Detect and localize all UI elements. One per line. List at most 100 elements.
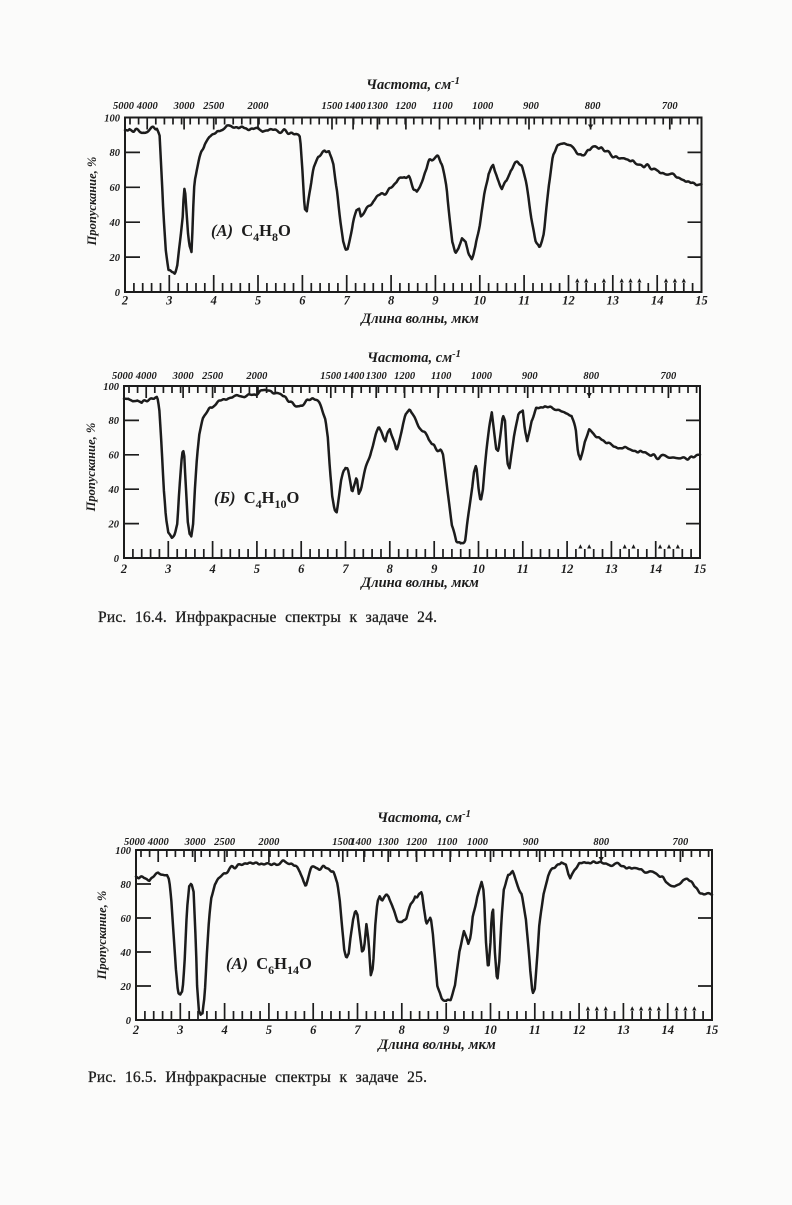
svg-text:4000: 4000 <box>147 837 170 848</box>
svg-text:1100: 1100 <box>437 837 458 848</box>
svg-text:100: 100 <box>104 113 121 124</box>
svg-text:800: 800 <box>585 101 602 112</box>
svg-text:700: 700 <box>661 371 678 382</box>
svg-text:12: 12 <box>561 562 574 576</box>
svg-text:700: 700 <box>662 101 679 112</box>
svg-text:80: 80 <box>109 416 120 427</box>
svg-text:6: 6 <box>310 1023 317 1037</box>
svg-text:1400: 1400 <box>343 371 365 382</box>
svg-text:800: 800 <box>583 371 600 382</box>
svg-text:2000: 2000 <box>247 101 270 112</box>
svg-text:7: 7 <box>354 1023 361 1037</box>
svg-text:80: 80 <box>121 880 132 891</box>
svg-text:6: 6 <box>299 294 306 308</box>
svg-text:1100: 1100 <box>431 371 452 382</box>
svg-text:0: 0 <box>114 554 120 565</box>
svg-text:1400: 1400 <box>345 101 367 112</box>
svg-text:15: 15 <box>694 562 707 576</box>
svg-text:800: 800 <box>593 837 610 848</box>
svg-text:12: 12 <box>562 294 575 308</box>
svg-text:5: 5 <box>255 294 261 308</box>
svg-text:13: 13 <box>605 562 618 576</box>
svg-text:20: 20 <box>120 982 132 993</box>
svg-text:Частота, см-1: Частота, см-1 <box>366 76 460 93</box>
svg-text:900: 900 <box>523 101 540 112</box>
svg-text:4000: 4000 <box>136 101 159 112</box>
svg-text:1200: 1200 <box>395 101 417 112</box>
svg-text:9: 9 <box>443 1023 450 1037</box>
svg-text:14: 14 <box>649 562 662 576</box>
svg-text:1300: 1300 <box>367 101 389 112</box>
svg-text:2500: 2500 <box>213 837 236 848</box>
svg-text:0: 0 <box>126 1016 132 1027</box>
svg-text:Пропускание, %: Пропускание, % <box>85 157 99 247</box>
svg-text:2500: 2500 <box>202 101 225 112</box>
svg-text:Рис. 16.4. Инфракрасные спектр: Рис. 16.4. Инфракрасные спектры к задаче… <box>98 609 437 626</box>
svg-text:900: 900 <box>522 371 539 382</box>
svg-text:9: 9 <box>431 562 438 576</box>
svg-text:2000: 2000 <box>245 371 268 382</box>
svg-text:11: 11 <box>529 1023 541 1037</box>
svg-text:0: 0 <box>115 288 121 299</box>
svg-text:3: 3 <box>164 562 171 576</box>
svg-text:10: 10 <box>474 294 487 308</box>
svg-text:1300: 1300 <box>378 837 400 848</box>
svg-text:9: 9 <box>432 294 439 308</box>
svg-text:(Б) С4Н10О: (Б) С4Н10О <box>214 488 300 511</box>
svg-text:14: 14 <box>651 294 664 308</box>
svg-text:40: 40 <box>108 485 120 496</box>
svg-text:11: 11 <box>517 562 529 576</box>
svg-text:4: 4 <box>220 1023 227 1037</box>
svg-text:5000: 5000 <box>124 837 146 848</box>
svg-text:80: 80 <box>110 148 121 159</box>
svg-text:(А) С6Н14О: (А) С6Н14О <box>226 954 312 977</box>
svg-text:20: 20 <box>109 253 121 264</box>
svg-text:3: 3 <box>176 1023 183 1037</box>
svg-text:1000: 1000 <box>471 371 493 382</box>
svg-text:10: 10 <box>484 1023 497 1037</box>
svg-text:(А) С4Н8О: (А) С4Н8О <box>211 221 291 244</box>
svg-text:14: 14 <box>661 1023 674 1037</box>
svg-text:15: 15 <box>695 294 708 308</box>
svg-text:13: 13 <box>617 1023 630 1037</box>
svg-text:3000: 3000 <box>184 837 207 848</box>
svg-text:4: 4 <box>210 294 217 308</box>
svg-text:13: 13 <box>607 294 620 308</box>
svg-text:Пропускание, %: Пропускание, % <box>95 891 109 981</box>
svg-text:12: 12 <box>573 1023 586 1037</box>
svg-text:60: 60 <box>110 183 121 194</box>
svg-text:15: 15 <box>706 1023 719 1037</box>
svg-text:Длина волны, мкм: Длина волны, мкм <box>359 575 479 591</box>
svg-text:2: 2 <box>132 1023 139 1037</box>
svg-text:60: 60 <box>109 451 120 462</box>
svg-text:40: 40 <box>120 948 132 959</box>
svg-text:60: 60 <box>121 914 132 925</box>
svg-text:Частота, см-1: Частота, см-1 <box>367 349 461 366</box>
svg-text:1500: 1500 <box>332 837 354 848</box>
svg-text:10: 10 <box>472 562 485 576</box>
svg-text:2000: 2000 <box>257 837 280 848</box>
svg-text:100: 100 <box>103 382 120 393</box>
svg-text:8: 8 <box>387 562 394 576</box>
svg-text:4000: 4000 <box>135 371 158 382</box>
svg-text:2500: 2500 <box>201 371 224 382</box>
svg-text:1200: 1200 <box>406 837 428 848</box>
svg-text:7: 7 <box>344 294 351 308</box>
svg-text:5000: 5000 <box>112 371 134 382</box>
svg-text:1300: 1300 <box>366 371 388 382</box>
svg-text:4: 4 <box>208 562 215 576</box>
svg-text:3: 3 <box>165 294 172 308</box>
svg-text:100: 100 <box>115 846 132 857</box>
svg-text:1400: 1400 <box>350 837 372 848</box>
svg-text:Частота, см-1: Частота, см-1 <box>377 809 471 826</box>
svg-text:1000: 1000 <box>467 837 489 848</box>
svg-text:2: 2 <box>120 562 127 576</box>
svg-text:5: 5 <box>266 1023 272 1037</box>
svg-text:1200: 1200 <box>394 371 416 382</box>
svg-text:3000: 3000 <box>173 101 196 112</box>
svg-text:700: 700 <box>673 837 690 848</box>
svg-text:1500: 1500 <box>320 371 342 382</box>
svg-text:5: 5 <box>254 562 260 576</box>
svg-text:Длина волны, мкм: Длина волны, мкм <box>376 1037 496 1053</box>
svg-text:7: 7 <box>342 562 349 576</box>
